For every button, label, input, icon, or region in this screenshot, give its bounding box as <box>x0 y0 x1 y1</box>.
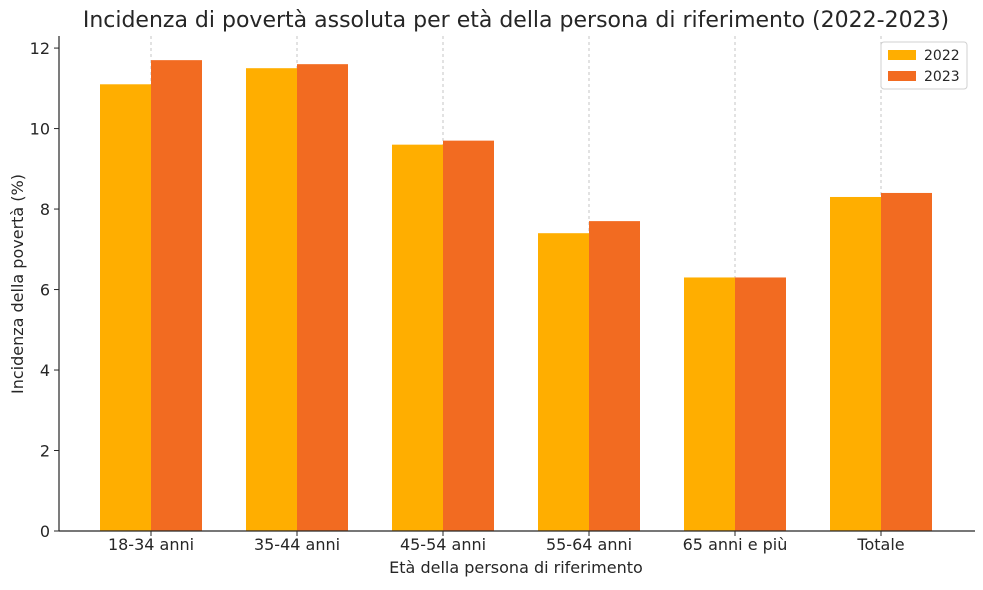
y-tick-label: 6 <box>40 281 50 300</box>
x-tick-label: Totale <box>856 535 904 554</box>
y-tick-label: 10 <box>30 120 50 139</box>
bars-layer <box>100 60 932 532</box>
y-tick-label: 2 <box>40 442 50 461</box>
legend-label-2023: 2023 <box>924 69 960 85</box>
legend-label-2022: 2022 <box>924 48 960 64</box>
y-tick-label: 0 <box>40 522 50 541</box>
y-tick-label: 4 <box>40 361 50 380</box>
bar-2022-4 <box>684 277 735 531</box>
legend-swatch-2023 <box>888 71 916 81</box>
x-tick-label: 18-34 anni <box>108 535 194 554</box>
bar-2023-0 <box>151 60 202 532</box>
bar-2023-5 <box>881 192 932 531</box>
bar-2023-2 <box>443 140 494 531</box>
bar-2022-5 <box>830 196 881 531</box>
axes-layer <box>58 36 975 532</box>
bar-2022-3 <box>538 233 589 531</box>
bar-2022-2 <box>392 144 443 531</box>
legend-swatch-2022 <box>888 50 916 60</box>
y-tick-label: 8 <box>40 200 50 219</box>
x-axis-title: Età della persona di riferimento <box>389 558 643 577</box>
x-tick-label: 35-44 anni <box>254 535 340 554</box>
ticks-layer: 18-34 anni 35-44 anni 45-54 anni 55-64 anni… <box>30 39 905 554</box>
chart-title: Incidenza di povertà assoluta per età de… <box>83 8 949 33</box>
bar-2022-0 <box>100 84 151 531</box>
legend: 2022 2023 <box>880 41 968 90</box>
bar-2023-1 <box>297 64 348 532</box>
bar-2023-3 <box>589 221 640 531</box>
y-tick-label: 12 <box>30 39 50 58</box>
y-axis-title: Incidenza della povertà (%) <box>8 174 27 394</box>
bar-2022-1 <box>246 68 297 531</box>
x-tick-label: 55-64 anni <box>546 535 632 554</box>
bar-2023-4 <box>735 277 786 531</box>
x-tick-label: 65 anni e più <box>683 535 788 554</box>
x-tick-label: 45-54 anni <box>400 535 486 554</box>
